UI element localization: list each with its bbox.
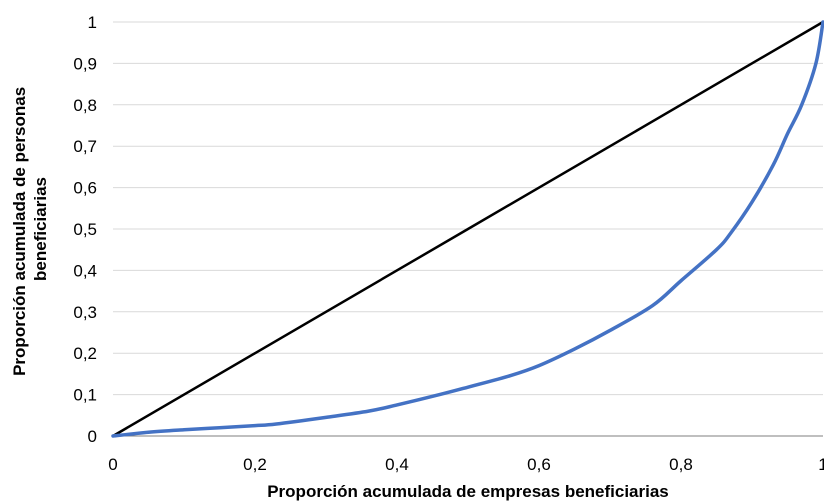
x-tick-label: 0,6 [527,455,551,474]
concentration-curve [111,20,824,438]
y-tick-label: 0,9 [73,54,97,73]
y-axis-title-line-1: Proporción acumulada de personas [10,87,29,376]
x-axis-title: Proporción acumulada de empresas benefic… [267,482,669,501]
x-tick-label: 0,2 [243,455,267,474]
grid [113,21,823,396]
x-tick-label: 0 [108,455,117,474]
y-tick-labels: 0 0,1 0,2 0,3 0,4 0,5 0,6 0,7 0,8 0,9 1 [73,13,97,446]
y-axis-title-line-2: beneficiarias [31,177,50,281]
y-tick-label: 1 [88,13,97,32]
y-tick-label: 0,3 [73,303,97,322]
y-tick-label: 0,1 [73,386,97,405]
x-tick-label: 0,4 [385,455,409,474]
y-tick-label: 0,5 [73,220,97,239]
x-tick-labels: 0 0,2 0,4 0,6 0,8 1 [108,455,824,474]
y-tick-label: 0,7 [73,137,97,156]
y-tick-label: 0,2 [73,344,97,363]
equality-line [111,20,824,438]
y-tick-label: 0,8 [73,96,97,115]
y-tick-label: 0 [88,427,97,446]
x-tick-label: 0,8 [669,455,693,474]
x-tick-label: 1 [818,455,824,474]
y-tick-label: 0,6 [73,179,97,198]
y-axis-title: Proporción acumulada de personas benefic… [10,82,50,376]
series-group [111,20,824,438]
y-tick-label: 0,4 [73,261,97,280]
